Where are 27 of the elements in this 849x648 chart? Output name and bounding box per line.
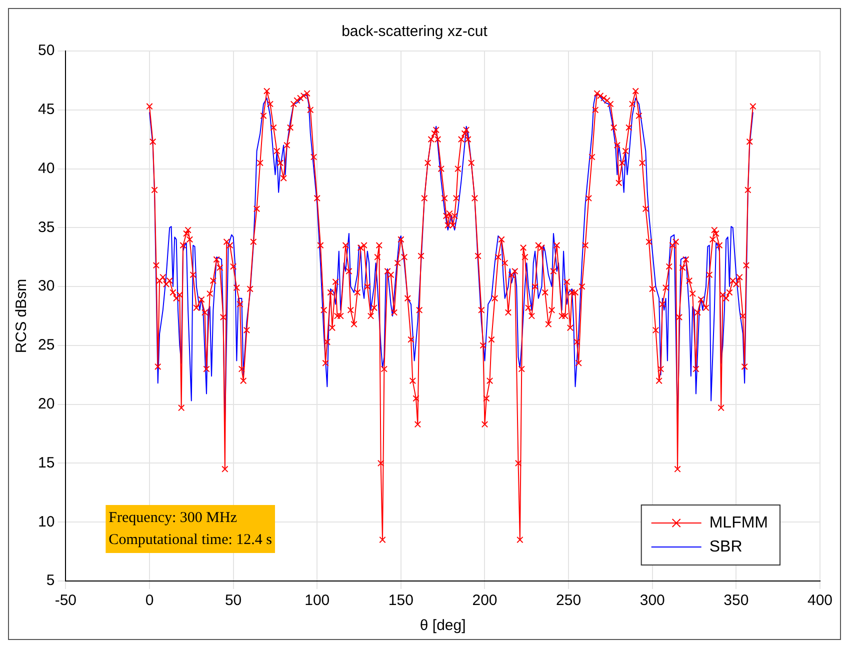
x-tick-label: 50 bbox=[224, 592, 242, 610]
y-tick-label: 35 bbox=[38, 218, 55, 236]
x-tick-label: 400 bbox=[807, 592, 833, 610]
y-tick-label: 20 bbox=[38, 395, 55, 412]
y-tick-label: 25 bbox=[38, 336, 55, 354]
y-tick-label: 10 bbox=[38, 513, 55, 530]
annotation: Frequency: 300 MHz bbox=[108, 510, 238, 526]
legend-label: SBR bbox=[709, 538, 742, 556]
x-axis-title: θ [deg] bbox=[420, 617, 466, 634]
annotation: Computational time: 12.4 s bbox=[108, 532, 272, 548]
x-tick-label: 300 bbox=[640, 592, 665, 610]
x-tick-label: 100 bbox=[304, 592, 330, 610]
y-tick-label: 30 bbox=[38, 278, 55, 295]
y-tick-label: 50 bbox=[38, 42, 55, 60]
y-tick-label: 5 bbox=[46, 572, 55, 590]
x-tick-label: 0 bbox=[145, 592, 154, 610]
y-axis-title: RCS dBsm bbox=[13, 278, 30, 354]
y-tick-label: 15 bbox=[38, 454, 55, 472]
x-tick-label: 200 bbox=[472, 592, 498, 610]
x-tick-label: 350 bbox=[724, 592, 749, 610]
y-tick-label: 45 bbox=[38, 101, 55, 118]
chart-title: back-scattering xz-cut bbox=[342, 23, 488, 40]
y-tick-label: 40 bbox=[38, 160, 55, 177]
x-tick-label: -50 bbox=[54, 592, 77, 610]
x-tick-label: 150 bbox=[388, 592, 414, 610]
x-tick-label: 250 bbox=[556, 592, 582, 610]
legend-label: MLFMM bbox=[709, 514, 768, 532]
